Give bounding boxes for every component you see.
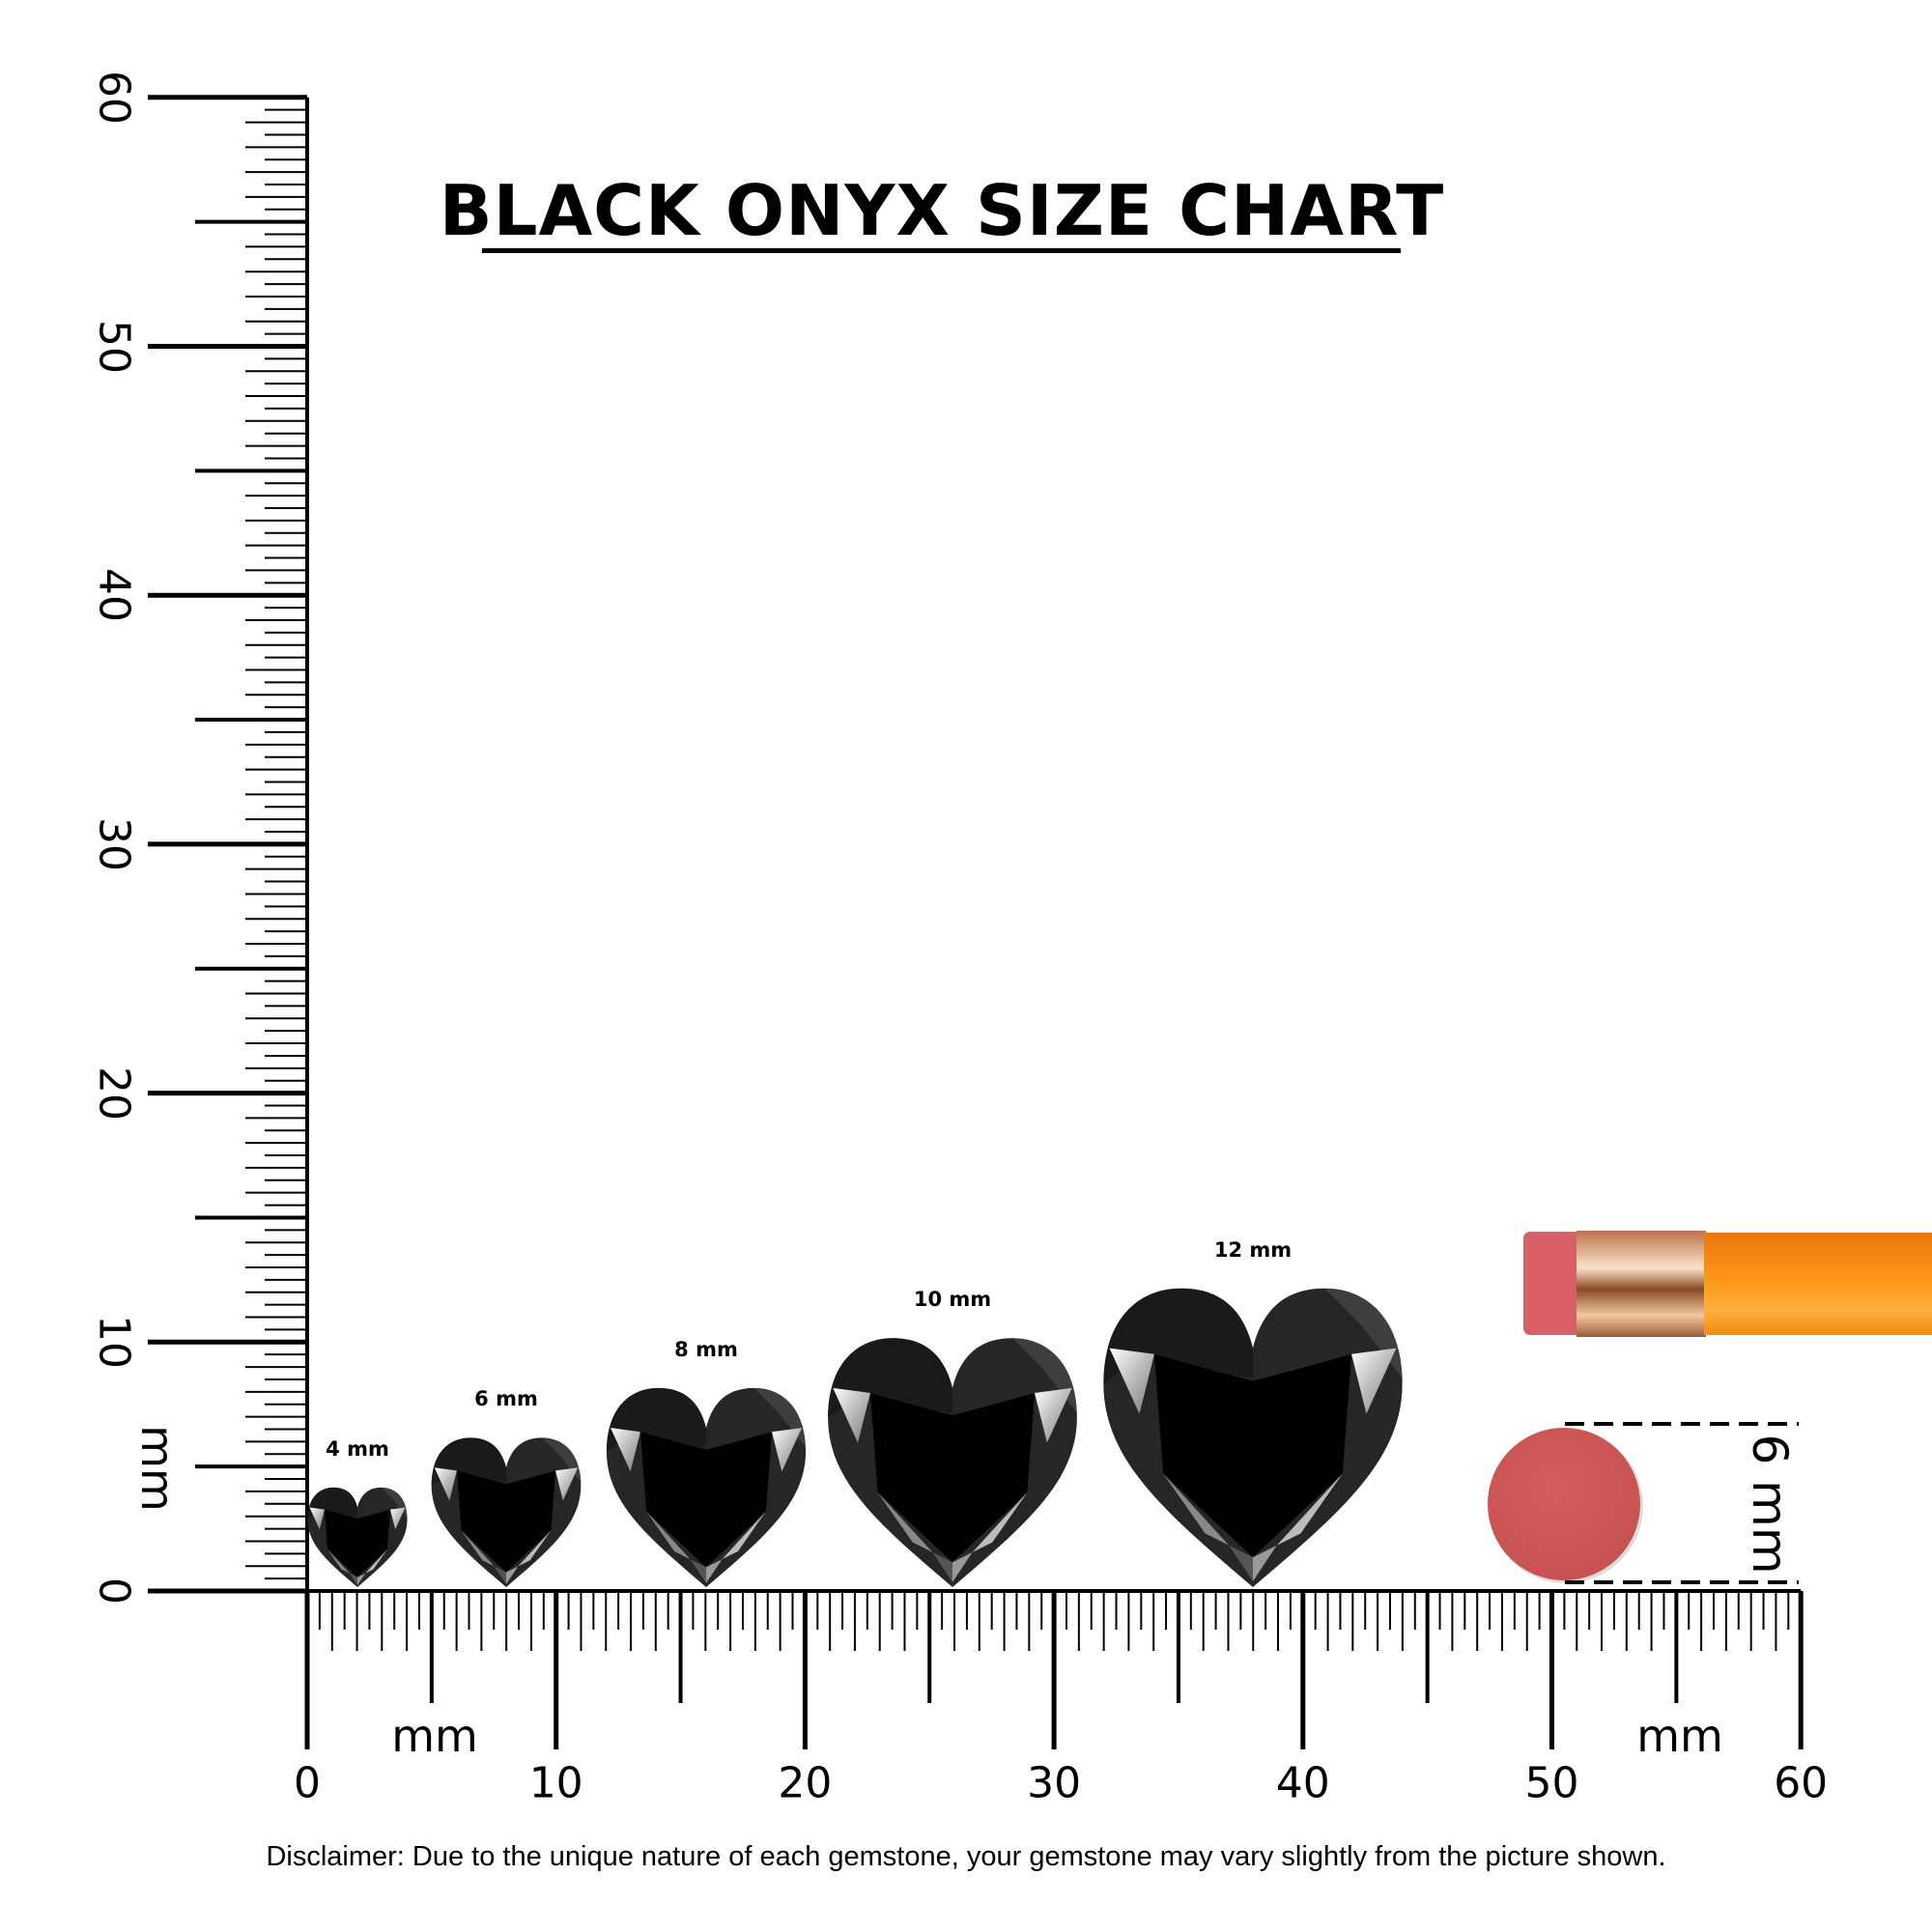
heart-facet-light (434, 1467, 457, 1501)
heart-facet-light (772, 1428, 802, 1472)
heart-table (869, 1392, 1036, 1563)
horizontal-tick-label: 40 (1275, 1758, 1330, 1808)
disclaimer: Disclaimer: Due to the unique nature of … (266, 1841, 1666, 1872)
heart-facet (706, 1559, 723, 1583)
heart-facet (431, 1437, 506, 1486)
heart-facet-light (390, 1507, 406, 1530)
heart-facet (357, 1573, 366, 1585)
pencil-body (1704, 1233, 1932, 1335)
pencil (1523, 1231, 1932, 1337)
heart-facet-light (365, 1548, 387, 1574)
heart-facet (606, 1387, 706, 1452)
heart-table (639, 1432, 773, 1568)
vertical-ruler (148, 95, 309, 1594)
heart-facet (381, 1487, 408, 1520)
horizontal-unit-label: mm (391, 1710, 478, 1762)
heart-facet-light (877, 1492, 933, 1552)
heart-table (456, 1470, 556, 1573)
gem-size-label: 12 mm (1213, 1237, 1293, 1262)
horizontal-tick-label: 20 (778, 1758, 833, 1808)
vertical-tick-label: 10 (89, 1315, 139, 1370)
heart-facet-light (833, 1387, 870, 1443)
horizontal-tick-label: 0 (294, 1758, 321, 1808)
heart-facet-light (611, 1428, 640, 1472)
pencil-ferrule (1577, 1231, 1706, 1337)
vertical-unit-label: mm (131, 1425, 184, 1512)
vertical-tick-label: 20 (89, 1065, 139, 1121)
horizontal-unit-label-right: mm (1636, 1710, 1723, 1762)
heart-facet-light (1351, 1348, 1397, 1414)
heart-facet-light (555, 1467, 579, 1501)
gem-size-label: 8 mm (674, 1337, 738, 1361)
heart-facet-light (722, 1511, 766, 1560)
eraser-circle (1488, 1428, 1640, 1580)
heart-facet (753, 1387, 807, 1452)
heart-facet (952, 1551, 973, 1582)
horizontal-ruler (304, 1589, 1804, 1749)
heart-gem (431, 1437, 582, 1587)
pencil-eraser (1523, 1232, 1581, 1335)
heart-gem (307, 1487, 408, 1587)
heart-facet (828, 1338, 953, 1418)
gem-size-label: 6 mm (474, 1387, 538, 1411)
horizontal-tick-label: 60 (1774, 1758, 1829, 1808)
vertical-tick-label: 50 (89, 319, 139, 374)
gem-size-label: 4 mm (326, 1436, 389, 1461)
heart-facet-light (1035, 1387, 1072, 1443)
heart-gem (1103, 1288, 1403, 1587)
heart-facet (1011, 1338, 1077, 1418)
horizontal-tick-label: 10 (528, 1758, 583, 1808)
heart-facet (1229, 1545, 1253, 1581)
gem-hearts (307, 1288, 1403, 1588)
heart-facet (1103, 1288, 1253, 1384)
page-title: BLACK ONYX SIZE CHART (439, 170, 1445, 251)
vertical-tick-label: 0 (89, 1577, 139, 1605)
vertical-tick-label: 30 (89, 816, 139, 871)
heart-facet (1324, 1288, 1403, 1384)
vertical-tick-label: 60 (89, 70, 139, 125)
eraser-size-label: 6 mm (1742, 1434, 1798, 1575)
heart-table (1153, 1353, 1352, 1558)
heart-facet (542, 1437, 582, 1486)
horizontal-tick-label: 30 (1027, 1758, 1082, 1808)
title-underline (482, 248, 1401, 253)
gem-size-label: 10 mm (913, 1288, 992, 1312)
heart-table (324, 1509, 391, 1577)
heart-gem (828, 1338, 1077, 1588)
heart-facet (307, 1487, 357, 1520)
horizontal-tick-label: 50 (1524, 1758, 1579, 1808)
heart-facet (1253, 1545, 1277, 1581)
heart-facet (932, 1551, 953, 1582)
heart-gem (606, 1387, 807, 1587)
heart-facet-light (1109, 1348, 1154, 1414)
heart-facet-light (309, 1507, 325, 1530)
vertical-tick-label: 40 (89, 568, 139, 623)
